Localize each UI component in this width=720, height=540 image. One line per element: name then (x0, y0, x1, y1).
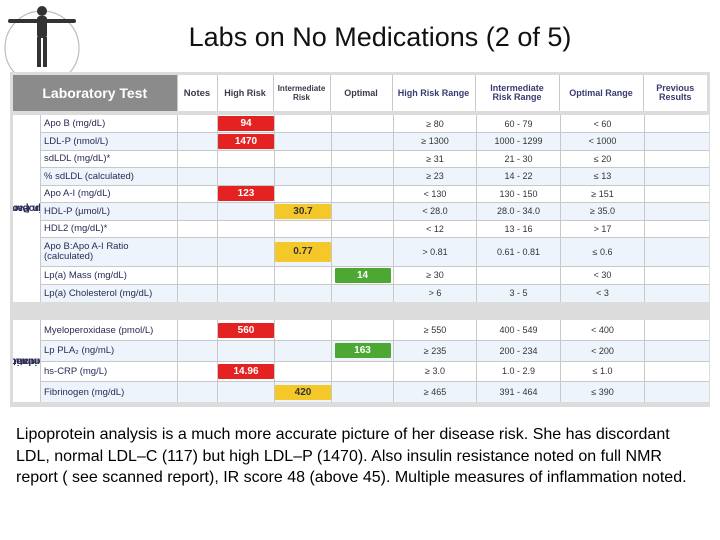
test-name: Apo B (mg/dL) (40, 115, 178, 133)
section-lipoprotein: Lipoprotein Particles andApolipoproteins… (13, 115, 709, 302)
intermediate-range (476, 266, 561, 284)
test-name: Myeloperoxidase (pmol/L) (40, 320, 178, 341)
slide-title: Labs on No Medications (2 of 5) (188, 22, 572, 52)
test-name: Apo B:Apo A-I Ratio (calculated) (40, 237, 178, 267)
header-intermediate-risk-line1: Intermediate (277, 84, 326, 93)
optimal-range: < 3 (560, 283, 645, 302)
high-risk-range: ≥ 1300 (393, 132, 477, 150)
optimal-range: ≤ 390 (560, 381, 645, 402)
high-risk-range: ≥ 31 (393, 149, 477, 168)
test-name: Lp PLA₂ (ng/mL) (40, 340, 178, 361)
slide-caption: Lipoprotein analysis is a much more accu… (16, 426, 687, 486)
test-name: Fibrinogen (mg/dL) (40, 381, 178, 402)
intermediate-range: 3 - 5 (476, 283, 561, 302)
optimal-range: ≥ 151 (560, 184, 645, 203)
header-intermediate-range: Intermediate Risk Range (474, 75, 559, 111)
test-name: Apo A-I (mg/dL) (40, 184, 178, 203)
optimal-range: < 60 (560, 115, 645, 133)
test-name: hs-CRP (mg/L) (40, 360, 178, 382)
high-risk-range: ≥ 235 (393, 340, 477, 361)
high-risk-range: ≥ 465 (393, 381, 477, 402)
high-risk-value: 123 (218, 186, 274, 202)
header-intermediate-risk-line2: Risk (293, 93, 310, 102)
high-risk-range: ≥ 23 (393, 167, 477, 185)
optimal-range: > 17 (560, 219, 645, 238)
high-risk-range: ≥ 3.0 (393, 360, 477, 382)
intermediate-risk-value: 420 (275, 384, 331, 400)
high-risk-range: > 0.81 (393, 237, 477, 267)
test-name: Lp(a) Mass (mg/dL) (40, 266, 178, 284)
test-name: HDL-P (µmol/L) (40, 202, 178, 220)
vitruvian-logo-icon (4, 6, 80, 72)
high-risk-range: ≥ 80 (393, 115, 477, 133)
high-risk-range: < 12 (393, 219, 477, 238)
header-intermediate-risk: Intermediate Risk (272, 75, 330, 111)
optimal-range: ≤ 0.6 (560, 237, 645, 267)
section-label-line2: Apolipoproteins (13, 202, 41, 214)
table-header: Laboratory Test Notes High Risk Intermed… (13, 75, 707, 111)
optimal-range: ≤ 1.0 (560, 360, 645, 382)
test-name: sdLDL (mg/dL)* (40, 149, 178, 168)
intermediate-range: 200 - 234 (476, 340, 561, 361)
intermediate-range: 391 - 464 (476, 381, 561, 402)
lab-results-table: Laboratory Test Notes High Risk Intermed… (10, 72, 710, 407)
intermediate-range: 28.0 - 34.0 (476, 202, 561, 220)
intermediate-risk-value: 30.7 (275, 203, 331, 219)
high-risk-range: ≥ 30 (393, 266, 477, 284)
header-optimal-range: Optimal Range (558, 75, 643, 111)
section-label-inflammation: Inflammation/Oxidation (13, 320, 41, 402)
test-name: LDL-P (nmol/L) (40, 132, 178, 150)
header-notes: Notes (176, 75, 217, 111)
section-label-line2: Oxidation (13, 355, 41, 367)
test-name-line2: (calculated) (44, 251, 94, 262)
header-high-risk-range: High Risk Range (391, 75, 475, 111)
intermediate-range: 60 - 79 (476, 115, 561, 133)
header-laboratory-test: Laboratory Test (13, 75, 177, 111)
optimal-range: < 1000 (560, 132, 645, 150)
test-name-line1: Apo B:Apo A-I Ratio (44, 241, 129, 252)
optimal-range: ≤ 20 (560, 149, 645, 168)
intermediate-range: 1000 - 1299 (476, 132, 561, 150)
test-name: Lp(a) Cholesterol (mg/dL) (40, 283, 178, 302)
optimal-range: < 30 (560, 266, 645, 284)
optimal-value: 163 (334, 343, 391, 359)
intermediate-risk-value: 0.77 (275, 242, 331, 262)
header-intermediate-range-line2: Risk Range (492, 92, 542, 102)
high-risk-value: 14.96 (218, 363, 274, 379)
high-risk-range: ≥ 550 (393, 320, 477, 341)
header-intermediate-range-line1: Intermediate (490, 83, 544, 93)
intermediate-range: 130 - 150 (476, 184, 561, 203)
test-name: % sdLDL (calculated) (40, 167, 178, 185)
intermediate-range: 21 - 30 (476, 149, 561, 168)
optimal-range: ≥ 35.0 (560, 202, 645, 220)
header-optimal: Optimal (329, 75, 392, 111)
header-previous-line2: Results (658, 92, 692, 102)
high-risk-value: 560 (218, 322, 274, 338)
high-risk-value: 94 (218, 116, 274, 131)
header-previous-results: Previous Results (642, 75, 707, 111)
intermediate-range: 13 - 16 (476, 219, 561, 238)
optimal-range: ≤ 13 (560, 167, 645, 185)
intermediate-range: 400 - 549 (476, 320, 561, 341)
optimal-value: 14 (334, 267, 391, 283)
high-risk-range: < 28.0 (393, 202, 477, 220)
section-label-lipoprotein: Lipoprotein Particles andApolipoproteins (13, 115, 41, 302)
header-previous-line1: Previous (656, 83, 695, 93)
high-risk-range: > 6 (393, 283, 477, 302)
header-high-risk: High Risk (216, 75, 273, 111)
optimal-range: < 400 (560, 320, 645, 341)
intermediate-range: 14 - 22 (476, 167, 561, 185)
high-risk-value: 1470 (218, 133, 274, 149)
high-risk-range: < 130 (393, 184, 477, 203)
section-inflammation: Inflammation/Oxidation Myeloperoxidase (… (13, 320, 709, 402)
test-name: HDL2 (mg/dL)* (40, 219, 178, 238)
intermediate-range: 0.61 - 0.81 (476, 237, 561, 267)
intermediate-range: 1.0 - 2.9 (476, 360, 561, 382)
optimal-range: < 200 (560, 340, 645, 361)
